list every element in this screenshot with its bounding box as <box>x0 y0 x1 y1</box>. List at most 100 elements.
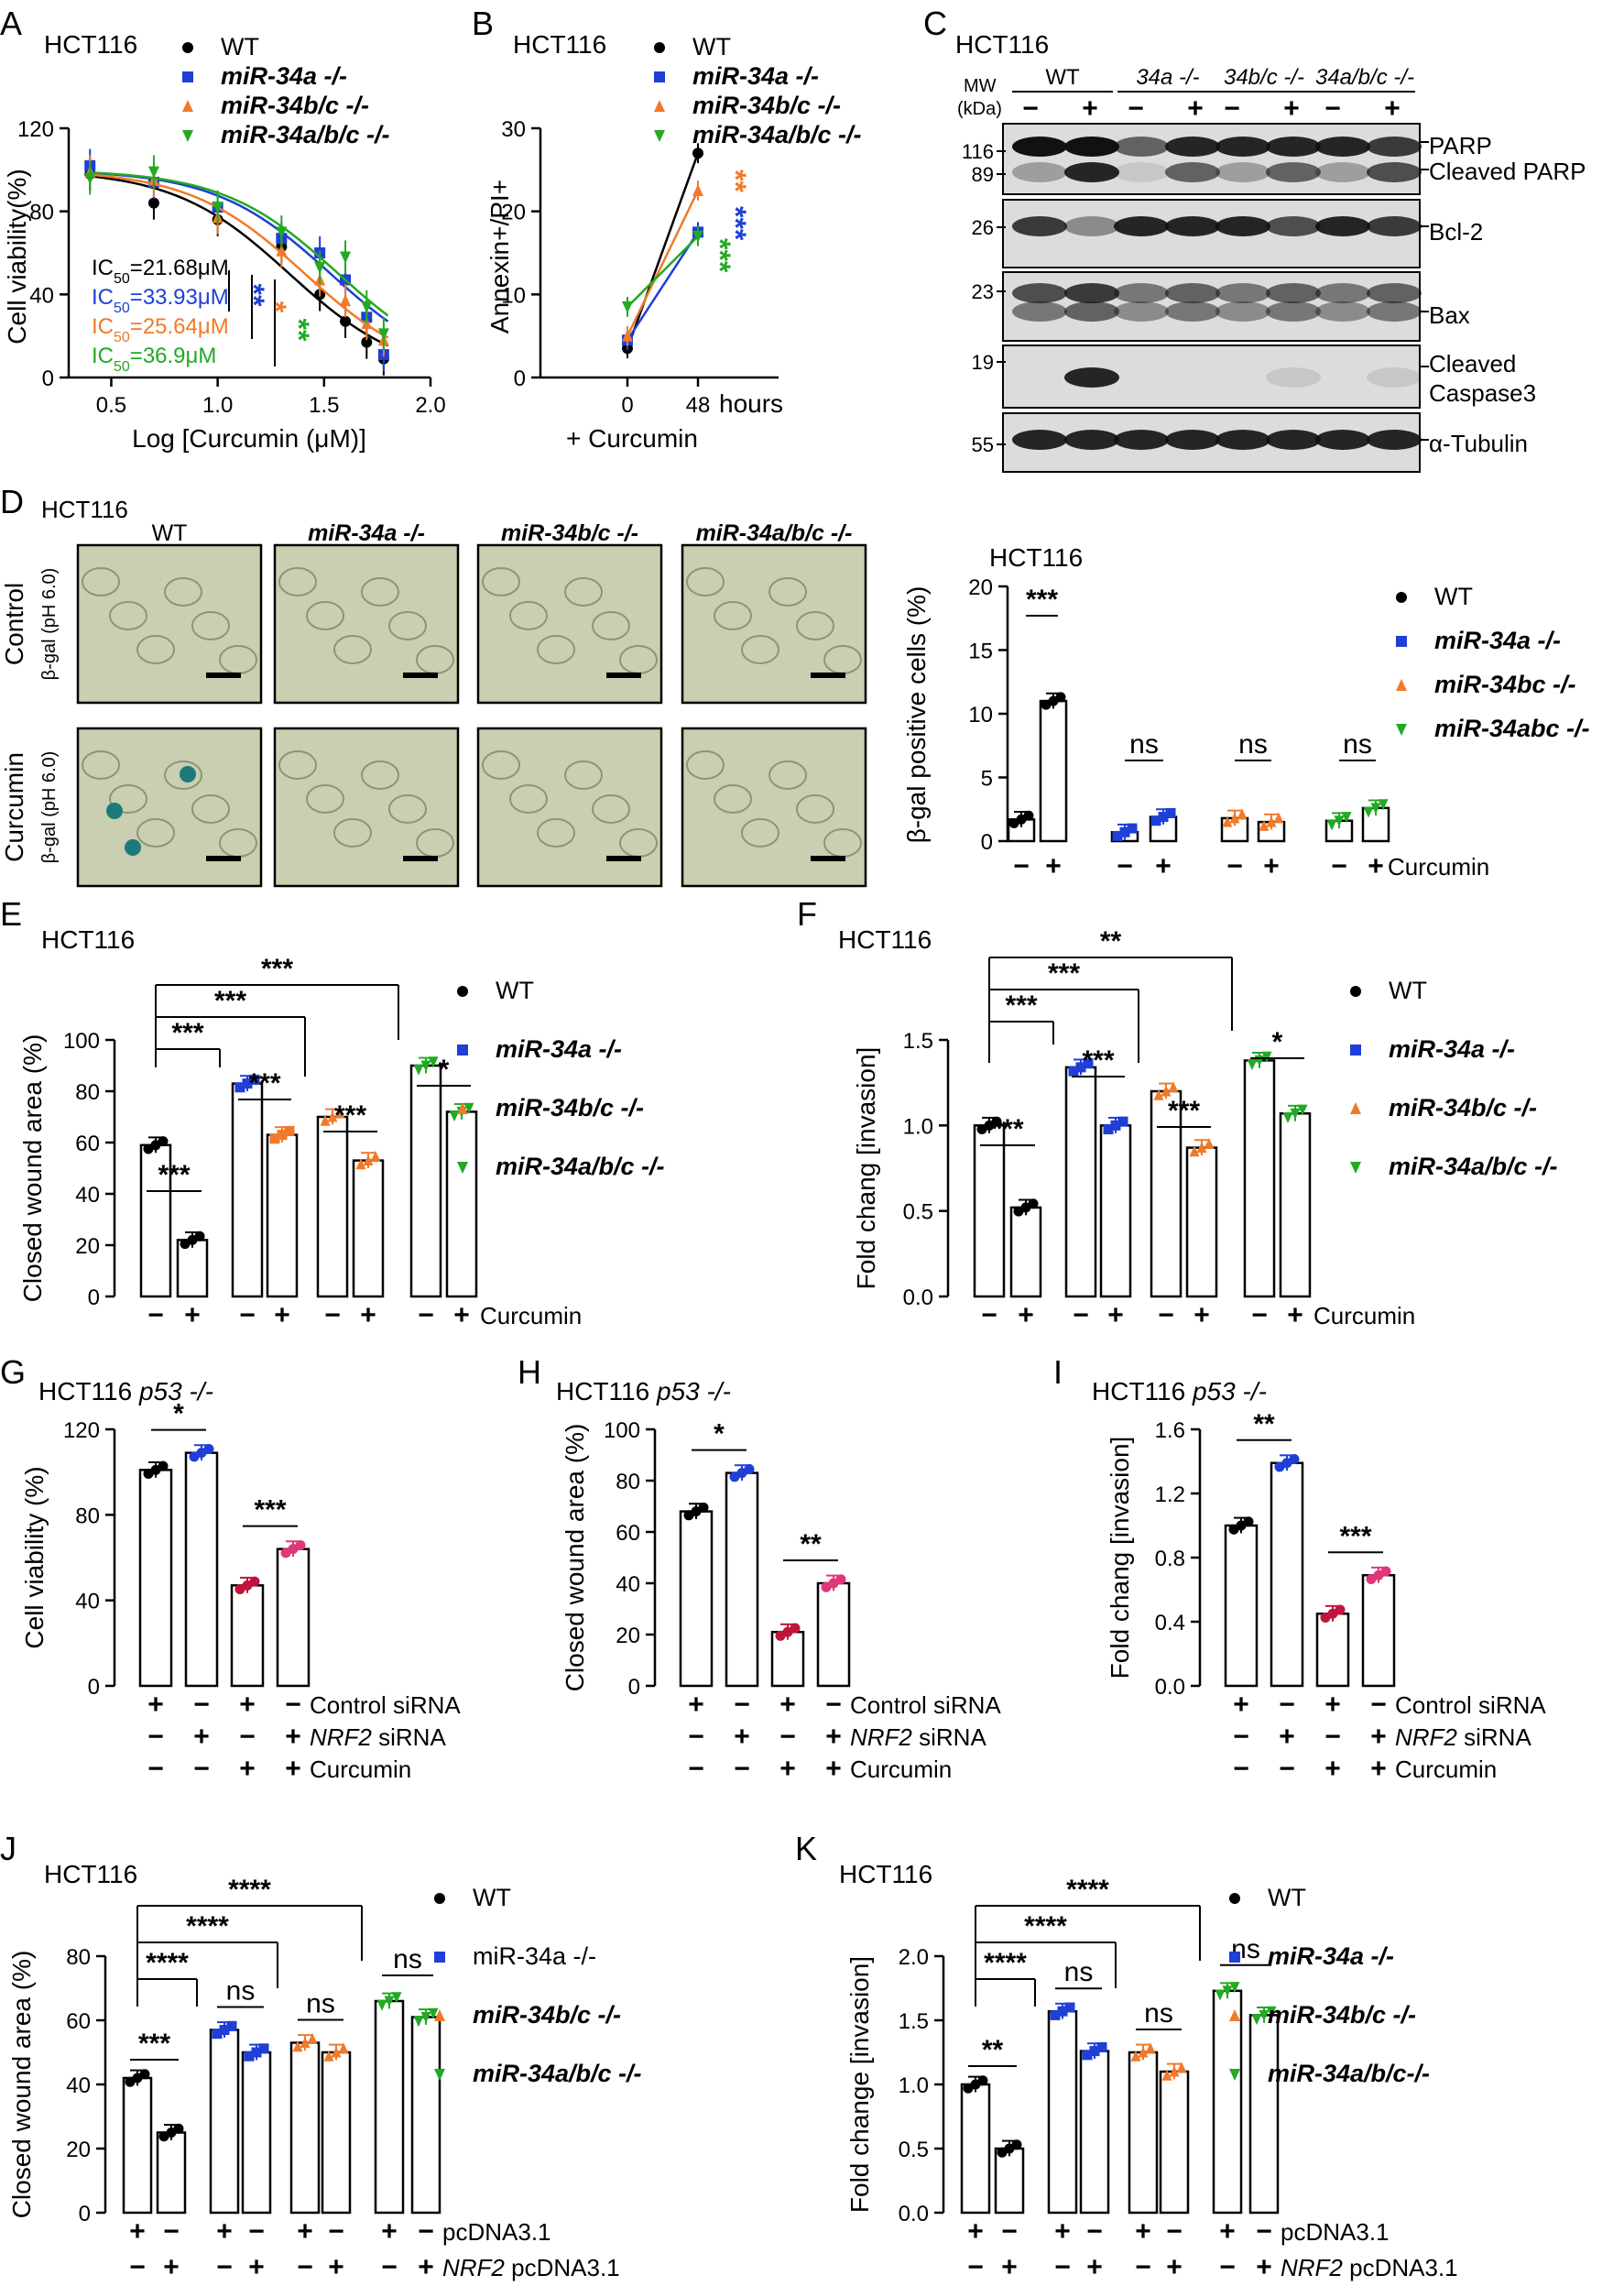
panel-d-ytick-label: 15 <box>968 640 993 664</box>
panel-e-treatment-sign: + <box>184 1300 201 1330</box>
panel-g-point <box>203 1443 214 1454</box>
panel-k-point <box>1251 2014 1262 2026</box>
panel-c-band <box>1064 430 1119 450</box>
panel-i-sig-label: *** <box>1339 1521 1371 1551</box>
panel-b-legend-label: miR-34a -/- <box>692 62 819 90</box>
panel-k-pcdna-label: pcDNA3.1 <box>1281 2218 1390 2246</box>
panel-c-band <box>1064 137 1119 157</box>
panel-d-point <box>1112 830 1123 841</box>
panel-h-bar <box>679 1510 714 1688</box>
panel-c-band <box>1367 216 1422 236</box>
panel-k-treatment-sign: + <box>1256 2252 1272 2282</box>
panel-d-cell-outline <box>109 601 147 630</box>
panel-e-point <box>242 1078 253 1089</box>
panel-c-mw-marker: 89 <box>972 163 994 186</box>
panel-e-point <box>277 1130 288 1141</box>
panel-c-band <box>1367 301 1422 322</box>
panel-a-ic50-label: IC50=33.93μM <box>92 285 229 316</box>
panel-b-point <box>692 230 703 243</box>
panel-h-ytick-label: 60 <box>616 1521 640 1546</box>
panel-j-treatment-sign: + <box>381 2216 398 2247</box>
panel-f-sig-label: *** <box>991 1114 1023 1144</box>
panel-letter-d: D <box>0 483 24 520</box>
panel-c-cell-line: HCT116 <box>955 30 1049 59</box>
panel-a-point <box>314 261 326 274</box>
panel-e-bracket-label: *** <box>261 954 293 984</box>
panel-j-treatment-sign: − <box>328 2216 344 2247</box>
panel-k-point <box>1138 2046 1149 2058</box>
panel-b-ytick-label: 20 <box>501 201 526 225</box>
panel-d-cell-outline <box>82 750 120 780</box>
panel-f-point <box>1083 1058 1094 1069</box>
panel-d-treatment-sign: − <box>1117 851 1133 881</box>
panel-k-legend-label: miR-34a -/- <box>1268 1942 1394 1970</box>
panel-e-bar <box>176 1239 209 1298</box>
panel-letter-f: F <box>797 895 817 933</box>
panel-d-cell-outline <box>537 818 575 848</box>
panel-e-point <box>320 1114 331 1126</box>
panel-c-plus: + <box>1082 93 1098 124</box>
panel-e-bar <box>316 1115 349 1298</box>
panel-d-cell-outline <box>136 635 175 664</box>
panel-d-treatment-sign: − <box>1013 851 1030 881</box>
panel-k-legend-marker <box>1229 1893 1240 1904</box>
panel-f-bar <box>1099 1124 1132 1298</box>
panel-f-treatment-sign: − <box>981 1300 997 1330</box>
panel-e-treatment-sign: − <box>239 1300 256 1330</box>
panel-b-point <box>622 301 633 313</box>
panel-g-bar <box>184 1451 219 1688</box>
panel-d-cell-outline <box>388 611 427 640</box>
panel-j-pcdna-label: pcDNA3.1 <box>442 2218 551 2246</box>
panel-j-bracket-label: **** <box>228 1875 271 1905</box>
panel-f-legend-marker <box>1350 1045 1361 1055</box>
panel-h-point <box>835 1574 846 1585</box>
panel-b-ytick-label: 0 <box>514 366 526 391</box>
panel-j-treatment-sign: + <box>129 2216 146 2247</box>
panel-b-legend-marker <box>654 71 665 82</box>
panel-d-cell-outline <box>306 601 344 630</box>
panel-j-bar <box>410 2016 441 2215</box>
panel-a-point <box>340 315 352 327</box>
panel-j-point <box>251 2047 262 2058</box>
panel-b-line <box>626 190 700 337</box>
panel-b-legend-label: miR-34a/b/c -/- <box>692 121 862 148</box>
panel-e-point <box>463 1102 474 1114</box>
panel-e-legend-marker <box>457 1102 468 1114</box>
panel-h-treatment-sign: + <box>688 1690 704 1720</box>
panel-d-cell-outline <box>714 601 752 630</box>
panel-c-band <box>1367 162 1422 182</box>
panel-letter-c: C <box>923 5 947 42</box>
panel-f-legend-marker <box>1350 1102 1361 1114</box>
panel-j-treatment-sign: − <box>163 2216 180 2247</box>
panel-i-ytick-label: 0.8 <box>1155 1547 1185 1571</box>
panel-d-point <box>1229 812 1240 824</box>
panel-b-legend-marker <box>654 100 665 112</box>
panel-d-curcumin-label: Curcumin <box>1388 853 1489 880</box>
panel-f-sig-label: * <box>1272 1027 1283 1057</box>
panel-h-y-label: Closed wound area (%) <box>561 1424 589 1692</box>
panel-d-cell-outline <box>109 784 147 814</box>
panel-i-nrf2-sirna-label: NRF2 siRNA <box>1395 1723 1531 1751</box>
panel-j-treatment-sign: − <box>216 2252 233 2282</box>
panel-c-band <box>1215 430 1270 450</box>
panel-d-point <box>1222 815 1233 827</box>
panel-g-treatment-sign: − <box>147 1754 164 1784</box>
panel-j-legend-label: miR-34b/c -/- <box>473 2001 621 2029</box>
panel-i-y-label: Fold chang [invasion] <box>1106 1437 1134 1679</box>
panel-d-cell-outline <box>537 635 575 664</box>
panel-d-point <box>1165 807 1176 818</box>
panel-e-bar <box>266 1133 299 1298</box>
panel-k-point <box>1057 2006 1068 2017</box>
panel-c-band <box>1266 216 1321 236</box>
panel-i-treatment-sign: − <box>1279 1690 1295 1720</box>
panel-e-ytick-label: 60 <box>75 1132 100 1156</box>
panel-h-treatment-sign: + <box>825 1722 842 1752</box>
panel-h-point <box>744 1463 755 1474</box>
panel-a-legend-label: miR-34a/b/c -/- <box>221 121 390 148</box>
panel-e-bar <box>352 1159 385 1298</box>
panel-h-treatment-sign: − <box>734 1754 750 1784</box>
panel-i-treatment-sign: − <box>1233 1722 1249 1752</box>
panel-c-band <box>1114 301 1169 322</box>
panel-f-bracket-label: *** <box>1005 990 1037 1021</box>
panel-d-cell-outline <box>564 577 603 607</box>
